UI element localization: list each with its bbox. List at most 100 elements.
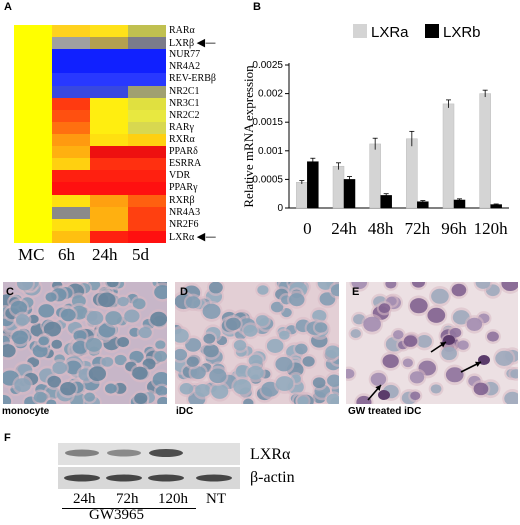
arrow-left-icon: ◀— xyxy=(196,229,217,243)
heatmap-cell xyxy=(90,230,128,244)
heatmap-cell xyxy=(52,49,90,62)
legend-swatch xyxy=(425,24,439,38)
lane-label: 120h xyxy=(158,491,188,507)
heatmap-cell xyxy=(14,170,52,183)
heatmap-cell xyxy=(14,206,52,220)
heatmap-cell xyxy=(90,49,128,62)
heatmap-cell xyxy=(14,158,52,171)
heatmap-cell xyxy=(52,206,90,220)
blot-band xyxy=(65,449,99,457)
heatmap-row-label: NR2F6 xyxy=(169,218,199,230)
heatmap-cell xyxy=(90,37,128,50)
y-tick-label: 0.001 xyxy=(258,146,283,157)
caption-gw-treated-idc: GW treated iDC xyxy=(348,406,422,417)
heatmap-row-label: NR3C1 xyxy=(169,97,200,109)
y-tick-label: 0.0015 xyxy=(252,117,283,128)
western-blot xyxy=(58,443,240,489)
y-tick-label: 0.0025 xyxy=(252,60,283,71)
heatmap-cell xyxy=(128,73,166,87)
y-tick-label: 0.002 xyxy=(258,89,283,100)
heatmap-row-label: NR2C1 xyxy=(169,85,200,97)
heatmap-row-label: RXRβ xyxy=(169,194,195,206)
heatmap-cell xyxy=(128,158,166,171)
heatmap-cell xyxy=(90,158,128,171)
heatmap-cell xyxy=(90,85,128,99)
heatmap-cell xyxy=(52,25,90,38)
heatmap-cell xyxy=(52,134,90,147)
blot-band xyxy=(148,474,184,482)
heatmap-row-label: LXRβ ◀— xyxy=(169,36,217,50)
heatmap-cell xyxy=(14,97,52,111)
caption-idc: iDC xyxy=(176,406,194,417)
heatmap-row-label: PPARγ xyxy=(169,182,198,194)
treatment-underline xyxy=(62,508,196,509)
bar-lxrb xyxy=(453,199,466,209)
bar-lxrb xyxy=(307,161,319,209)
blot-band xyxy=(64,474,100,482)
blot-band xyxy=(149,449,183,457)
arrow-left-icon: ◀— xyxy=(196,36,217,50)
heatmap-cell xyxy=(128,109,166,123)
x-tick-label: 72h xyxy=(405,219,431,238)
heatmap-cell xyxy=(52,73,90,87)
heatmap xyxy=(14,25,166,244)
heatmap-cell xyxy=(14,37,52,50)
heatmap-cell xyxy=(14,146,52,159)
heatmap-cell xyxy=(128,25,166,38)
heatmap-column-label: 5d xyxy=(132,245,149,264)
heatmap-row-label: REV-ERBβ xyxy=(169,73,216,85)
blot-band xyxy=(196,474,232,482)
heatmap-row-labels: RARα LXRβ ◀— NUR77 NR4A2 REV-ERBβ NR2C1 NR3C1 N… xyxy=(169,25,249,243)
heatmap-cell xyxy=(14,73,52,87)
heatmap-row-label: NR2C2 xyxy=(169,109,200,121)
blot-band xyxy=(106,474,142,482)
panel-d-letter: D xyxy=(180,286,188,298)
bar-lxrb xyxy=(343,179,356,209)
heatmap-cell xyxy=(128,61,166,74)
heatmap-cell xyxy=(90,170,128,183)
heatmap-cell xyxy=(128,218,166,232)
heatmap-cell xyxy=(128,146,166,159)
heatmap-cell xyxy=(128,230,166,244)
heatmap-row-label: RXRα xyxy=(169,134,195,145)
heatmap-column-label: MC xyxy=(18,245,45,264)
heatmap-cell xyxy=(52,218,90,232)
panel-a-letter: A xyxy=(4,1,12,13)
micrograph-gw-treated-idc xyxy=(346,282,518,404)
heatmap-cell xyxy=(14,49,52,62)
panel-e-letter: E xyxy=(352,286,360,298)
heatmap-cell xyxy=(128,134,166,147)
lane-label: 72h xyxy=(116,491,139,507)
heatmap-cell xyxy=(128,170,166,183)
heatmap-cell xyxy=(52,85,90,99)
heatmap-row-label: LXRα ◀— xyxy=(169,229,217,243)
heatmap-cell xyxy=(52,182,90,196)
x-tick-label: 96h xyxy=(441,219,467,238)
heatmap-cell xyxy=(14,25,52,38)
heatmap-cell xyxy=(90,25,128,38)
x-tick-label: 24h xyxy=(331,219,357,238)
heatmap-row-label: PPARδ xyxy=(169,146,198,158)
heatmap-column-label: 24h xyxy=(92,245,118,264)
treatment-label: GW3965 xyxy=(89,507,144,523)
heatmap-cell xyxy=(128,49,166,62)
x-tick-label: 120h xyxy=(474,219,509,238)
lane-label: NT xyxy=(206,491,226,507)
heatmap-cell xyxy=(52,61,90,74)
bar-lxra xyxy=(332,165,345,209)
heatmap-cell xyxy=(128,206,166,220)
heatmap-cell xyxy=(90,182,128,196)
heatmap-row-label: VDR xyxy=(169,170,191,182)
heatmap-row-label: RARγ xyxy=(169,121,194,133)
heatmap-cell xyxy=(90,146,128,159)
heatmap-row-label: NR4A2 xyxy=(169,61,201,73)
heatmap-cell xyxy=(52,146,90,159)
bar-lxrb xyxy=(380,195,392,209)
bar-lxra xyxy=(406,138,418,209)
band-label-lxr-alpha: LXRα xyxy=(250,446,291,463)
y-tick-label: 0.0005 xyxy=(252,174,283,185)
heatmap-cell xyxy=(52,194,90,208)
heatmap-cell xyxy=(128,121,166,135)
bar-lxra xyxy=(479,93,491,209)
y-axis-label: Relative mRNA expression xyxy=(241,65,256,208)
